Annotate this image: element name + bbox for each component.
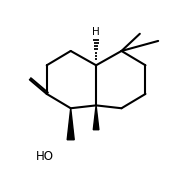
Polygon shape [67, 108, 74, 140]
Text: H: H [92, 27, 100, 37]
Text: HO: HO [36, 150, 54, 163]
Polygon shape [93, 105, 99, 130]
